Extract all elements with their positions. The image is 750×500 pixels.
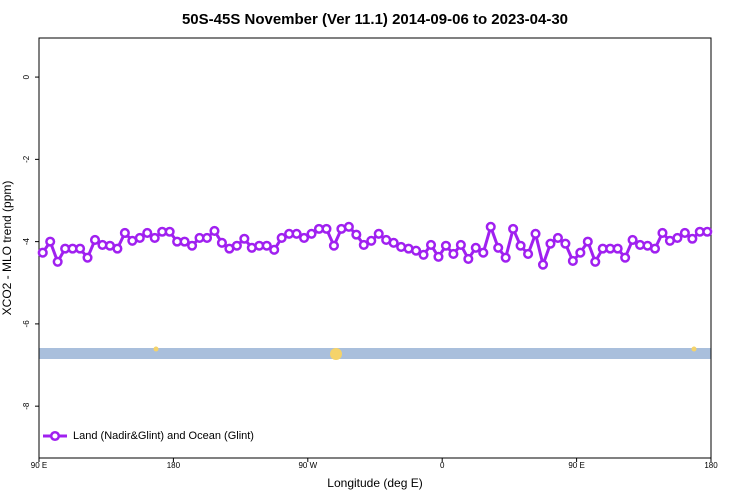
data-point xyxy=(75,243,86,254)
data-point xyxy=(261,240,272,251)
data-point xyxy=(119,227,130,239)
data-point xyxy=(590,256,601,267)
data-point xyxy=(328,240,339,251)
data-point xyxy=(52,256,63,267)
data-point xyxy=(366,235,377,246)
y-tick-label: -6 xyxy=(22,320,31,328)
x-tick-label: 180 xyxy=(704,461,718,470)
y-axis-label: XCO2 - MLO trend (ppm) xyxy=(0,181,14,316)
x-tick-label: 180 xyxy=(167,461,181,470)
data-point xyxy=(373,228,384,239)
land-marker xyxy=(691,346,697,352)
data-point xyxy=(523,248,534,260)
chart-title: 50S-45S November (Ver 11.1) 2014-09-06 t… xyxy=(182,11,568,28)
data-point xyxy=(620,252,631,263)
y-tick-label: -8 xyxy=(22,402,31,410)
data-point xyxy=(702,226,713,237)
data-point xyxy=(112,243,123,254)
data-point xyxy=(560,238,571,249)
data-point xyxy=(299,232,310,243)
data-point xyxy=(425,239,437,250)
x-tick-label: 90 E xyxy=(568,461,584,470)
data-point xyxy=(508,223,519,234)
y-tick-label: -2 xyxy=(22,155,31,163)
data-point xyxy=(627,234,638,246)
data-point xyxy=(149,232,160,243)
data-point xyxy=(575,247,586,258)
y-tick-label: 0 xyxy=(22,74,31,79)
data-point xyxy=(45,236,56,247)
data-point xyxy=(418,249,429,260)
data-point xyxy=(343,221,354,232)
data-point xyxy=(187,240,198,251)
surface-strip xyxy=(39,348,711,359)
data-point xyxy=(672,232,683,243)
data-point xyxy=(231,240,242,251)
plot-frame xyxy=(38,37,712,459)
data-point xyxy=(530,228,541,239)
data-point xyxy=(291,228,302,239)
data-point xyxy=(321,223,332,234)
data-point xyxy=(201,232,213,243)
data-point xyxy=(306,228,317,239)
data-point xyxy=(612,243,623,254)
land-marker xyxy=(153,346,159,352)
data-point xyxy=(493,242,504,253)
data-point xyxy=(455,239,466,250)
data-point xyxy=(657,227,668,239)
data-point xyxy=(239,233,250,244)
data-point xyxy=(515,240,526,251)
data-point xyxy=(552,232,563,243)
data-point xyxy=(388,237,399,248)
data-point xyxy=(142,227,153,239)
x-tick-label: 90 W xyxy=(298,461,317,470)
land-marker xyxy=(330,348,342,360)
data-point xyxy=(448,248,459,260)
data-point xyxy=(358,239,369,250)
data-point xyxy=(82,252,93,263)
data-point xyxy=(216,237,227,248)
data-point xyxy=(649,243,661,254)
data-point xyxy=(209,225,220,236)
data-point xyxy=(500,252,511,263)
x-tick-label: 0 xyxy=(440,461,445,470)
data-point xyxy=(37,247,48,258)
data-point xyxy=(485,221,496,232)
data-point xyxy=(582,236,593,247)
data-point xyxy=(269,244,280,255)
data-point xyxy=(687,233,698,244)
data-point xyxy=(470,242,481,253)
data-point xyxy=(679,227,690,239)
data-point xyxy=(567,255,578,267)
data-point xyxy=(433,251,444,262)
legend-label: Land (Nadir&Glint) and Ocean (Glint) xyxy=(73,430,254,442)
data-point xyxy=(179,236,190,247)
data-point xyxy=(134,232,145,243)
data-point xyxy=(411,245,422,256)
data-point xyxy=(164,226,175,237)
data-point xyxy=(276,232,287,243)
y-tick-label: -4 xyxy=(22,238,31,246)
data-point xyxy=(440,240,451,251)
x-tick-label: 90 E xyxy=(31,461,47,470)
data-point xyxy=(545,238,556,249)
data-point xyxy=(478,247,489,258)
data-point xyxy=(351,229,362,240)
legend-marker xyxy=(49,430,61,442)
data-point xyxy=(89,234,101,246)
x-axis-label: Longitude (deg E) xyxy=(327,476,422,490)
data-point xyxy=(537,259,549,270)
data-point xyxy=(463,253,474,264)
